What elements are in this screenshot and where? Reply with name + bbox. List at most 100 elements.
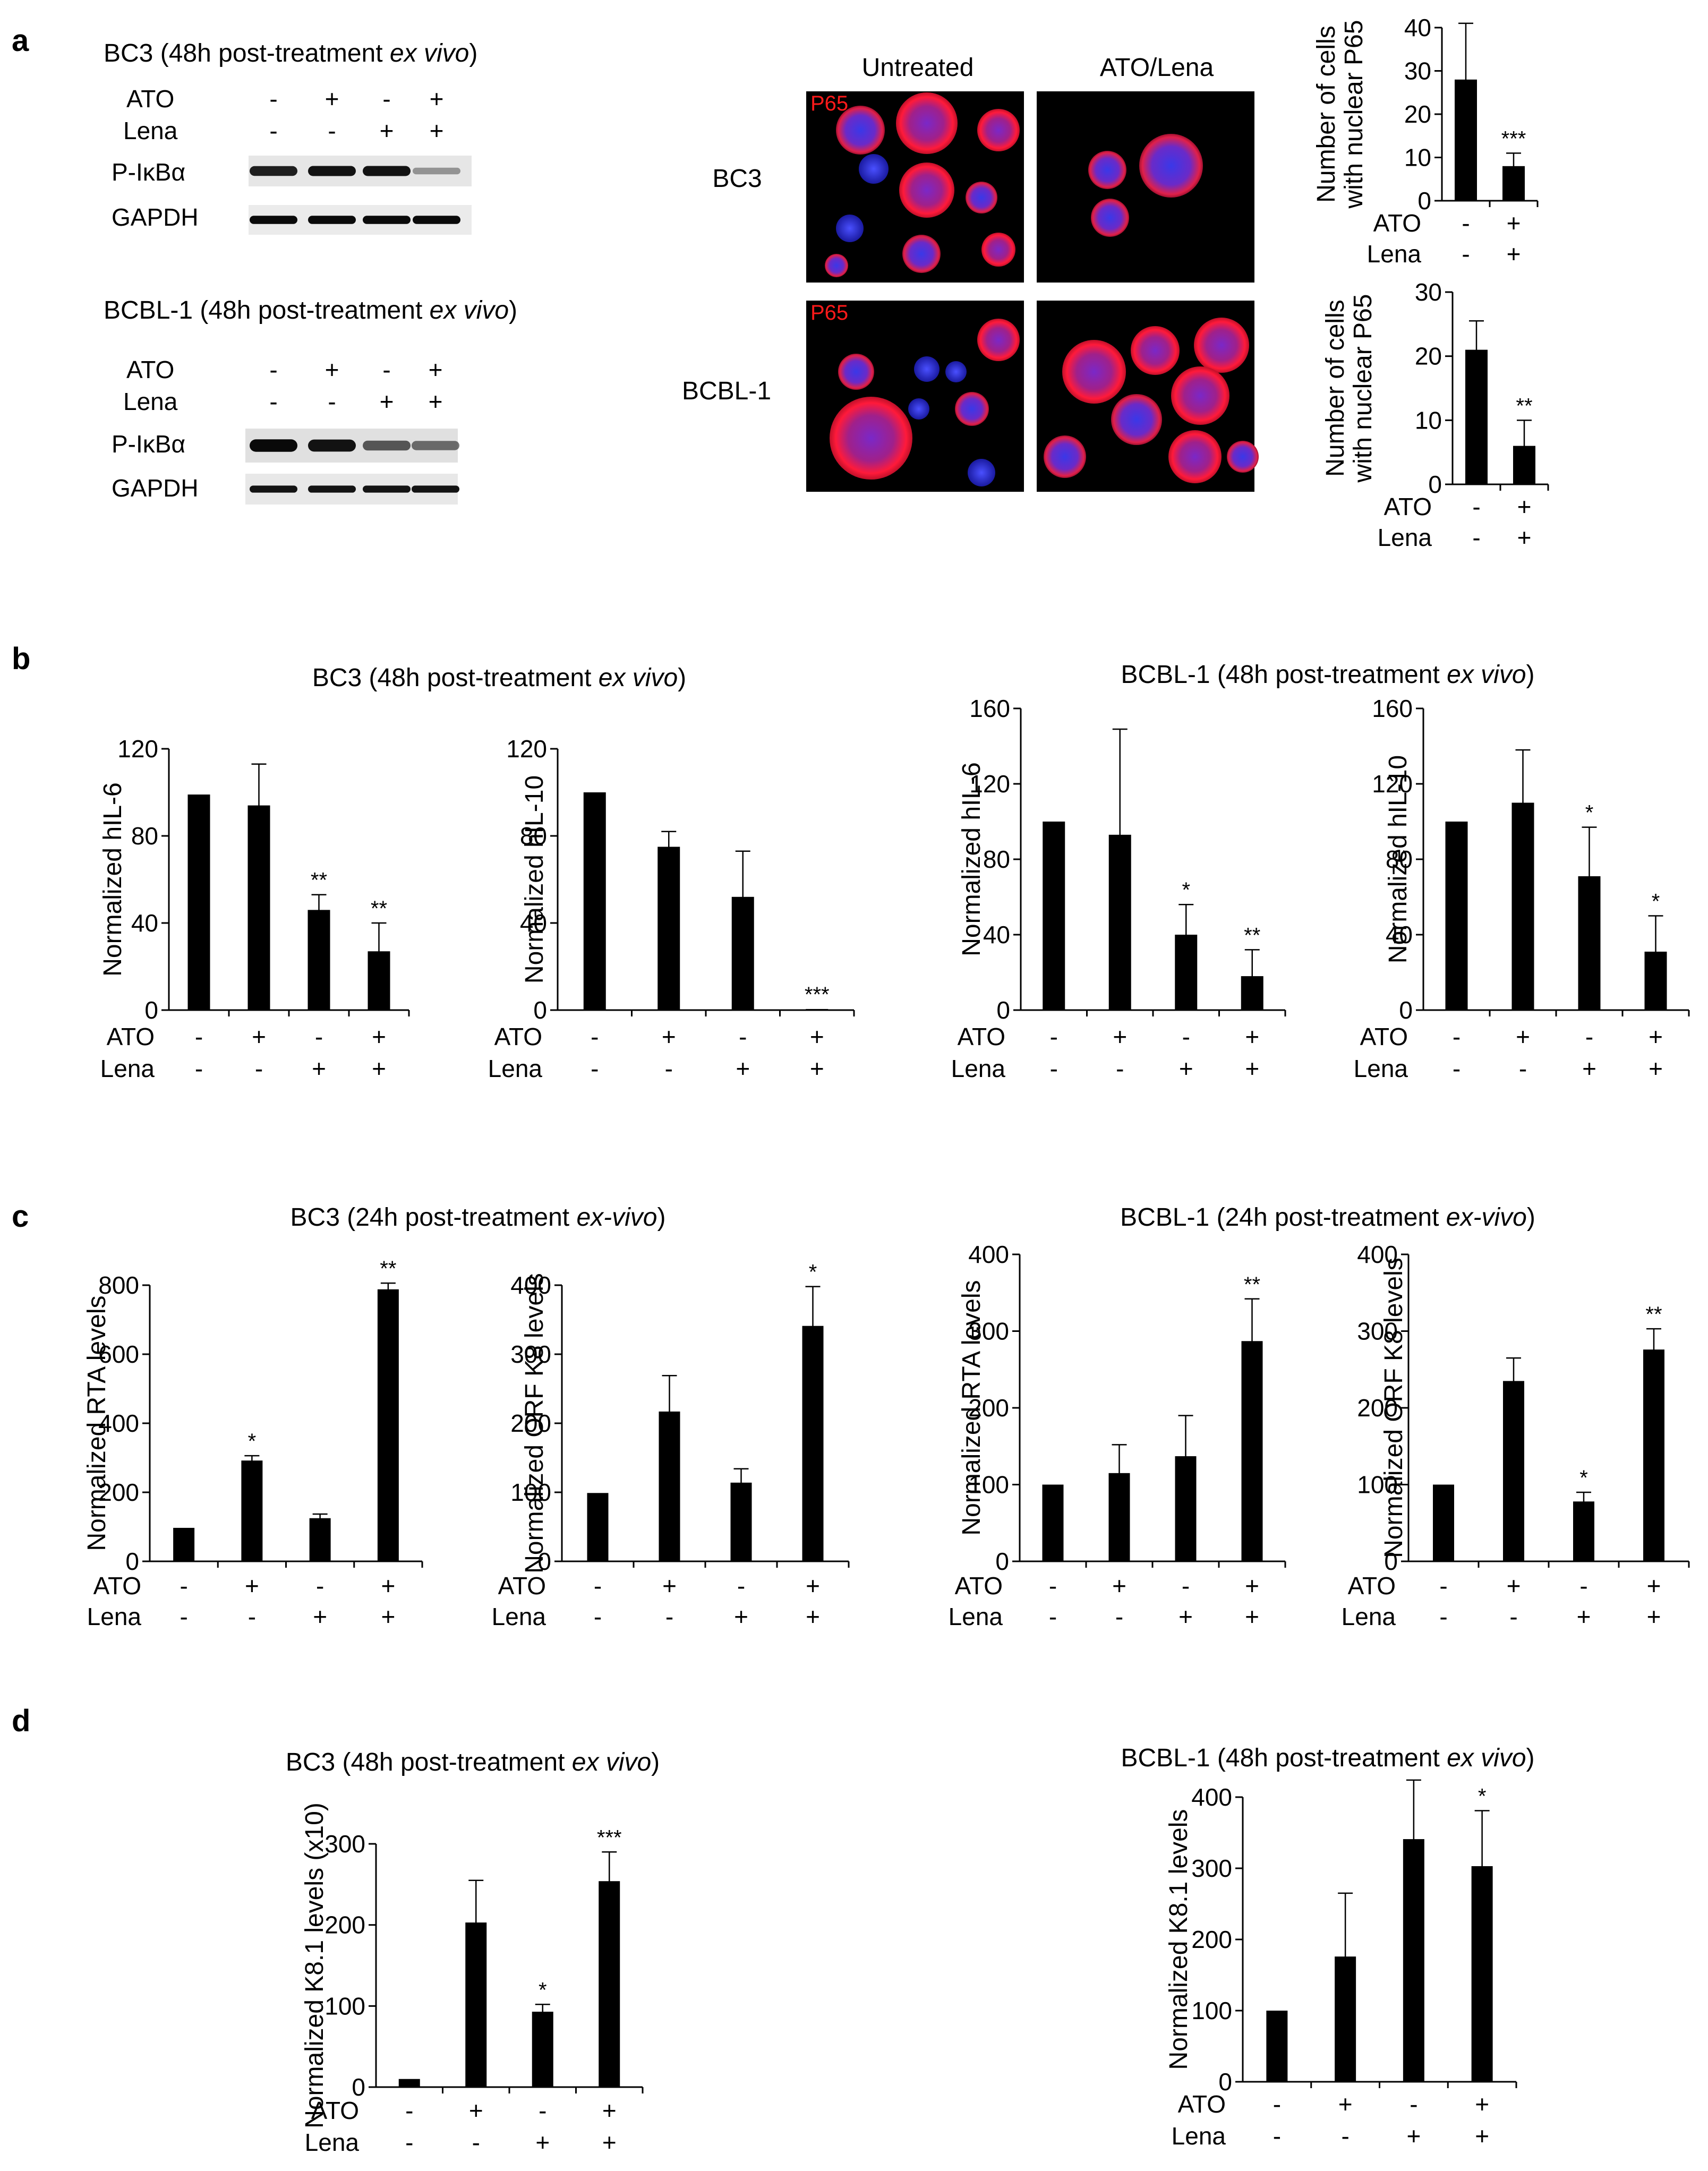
microscopy-grid: Untreated ATO/Lena BC3 BCBL-1 P65 [682,54,1259,492]
y-tick-label: 100 [1357,1471,1398,1499]
condition-sign: - [248,1603,256,1630]
condition-label: Lena [1378,524,1432,551]
condition-sign: - [195,1055,203,1082]
condition-sign: - [180,1603,187,1630]
blot-band [250,216,297,224]
blot-band [413,216,460,224]
condition-sign: + [602,2097,617,2124]
significance-label: * [1585,801,1594,825]
significance-label: *** [1501,127,1526,150]
condition-sign: - [180,1572,187,1600]
condition-sign: - [1273,2122,1281,2150]
condition-sign: - [539,2097,546,2124]
y-tick-label: 400 [1191,1783,1232,1811]
condition-sign: + [1245,1023,1259,1050]
bar [532,2012,553,2087]
condition-label: Lena [1342,1603,1396,1630]
bar [1445,822,1468,1010]
panel-b-title-bc3: BC3 (48h post-treatment ex vivo) [312,664,686,692]
y-tick-label: 20 [1404,100,1431,128]
condition-sign: + [810,1023,824,1050]
blot-row-lena: Lena [123,388,178,415]
condition-sign: + [1647,1572,1661,1600]
panel-label-a: a [12,23,29,58]
y-tick-label: 0 [1428,471,1442,498]
western-blot-bcbl1: BCBL-1 (48h post-treatment ex vivo) ATO … [104,296,517,505]
blot-row-lena: Lena [123,117,178,144]
blot-row-ato: ATO [126,85,174,113]
condition-label: Lena [1354,1055,1408,1082]
bar-chart-a-bc3: 0 10 20 30 40 *** ATO - + Lena - + Number of cells wi… [1312,14,1539,268]
y-tick-label: 80 [1386,845,1413,873]
blot-band [308,439,356,452]
bar [587,1493,609,1561]
condition-sign: - [1049,1572,1057,1600]
y-tick-label: 200 [510,1409,551,1437]
bar [806,1008,829,1010]
condition-sign: + [1406,2122,1421,2150]
condition-sign: + [1507,1572,1521,1600]
condition-sign: - [195,1023,203,1050]
condition-sign: + [734,1603,748,1630]
condition-label: Lena [1172,2122,1226,2150]
condition-label: Lena [305,2129,360,2156]
y-tick-label: 400 [968,1241,1009,1268]
blot-sign: + [430,85,444,113]
blot-band [363,485,411,493]
y-tick-label: 160 [1372,695,1413,722]
blot-band-label-pikba: P-IκBα [112,158,185,186]
condition-label: ATO [1178,2090,1226,2118]
blot-sign: + [325,85,339,113]
condition-sign: - [1050,1023,1058,1050]
y-tick-label: 300 [510,1340,551,1368]
condition-sign: - [1509,1603,1517,1630]
condition-sign: - [1472,524,1480,551]
condition-sign: + [1245,1603,1259,1630]
y-tick-label: 300 [968,1318,1009,1345]
significance-label: * [1182,878,1190,902]
y-tick-label: 0 [996,996,1010,1024]
panel-c-title-bcbl1: BCBL-1 (24h post-treatment ex-vivo) [1120,1203,1535,1232]
condition-sign: + [1475,2122,1489,2150]
condition-sign: + [1649,1055,1663,1082]
bar [1266,2011,1288,2082]
significance-label: *** [597,1826,622,1849]
condition-sign: + [1647,1603,1661,1630]
condition-sign: + [535,2129,550,2156]
blot-sign: + [380,117,394,144]
y-axis-label: Normalized hIL-10 [1384,755,1412,963]
y-axis-label: Normalized hIL-6 [99,782,127,976]
bar-chart-a-bcbl1: 0 10 20 30 ** ATO - + Lena - + Number of cells with … [1321,278,1549,551]
condition-sign: - [1462,209,1470,237]
bar [308,910,330,1010]
condition-sign: - [1050,1055,1058,1082]
condition-sign: + [1245,1572,1259,1600]
condition-sign: + [1507,240,1521,268]
blot-signs: - + - + - - + + [269,356,442,415]
bar [1433,1484,1454,1561]
bar [1503,1381,1524,1561]
western-blot-bc3: BC3 (48h post-treatment ex vivo) ATO Len… [104,39,477,235]
significance-label: ** [1244,924,1260,947]
condition-sign: + [1245,1055,1259,1082]
panel-label-d: d [12,1704,30,1738]
blot-sign: - [328,117,336,144]
blot-sign: - [269,117,277,144]
condition-label: ATO [494,1023,542,1050]
condition-label: ATO [311,2097,359,2124]
significance-label: *** [805,983,830,1006]
condition-sign: - [594,1572,602,1600]
y-tick-label: 0 [1399,996,1413,1024]
bar [309,1518,331,1561]
micro-stain-label: P65 [810,301,848,324]
condition-sign: - [1472,493,1480,520]
y-axis-label: Normalized hIL-6 [958,762,986,956]
y-tick-label: 200 [968,1394,1009,1422]
condition-label: Lena [87,1603,142,1630]
y-axis-label: Normalized K8.1 levels [1165,1809,1193,2070]
blot-band [363,216,411,224]
blot-band [250,485,297,493]
